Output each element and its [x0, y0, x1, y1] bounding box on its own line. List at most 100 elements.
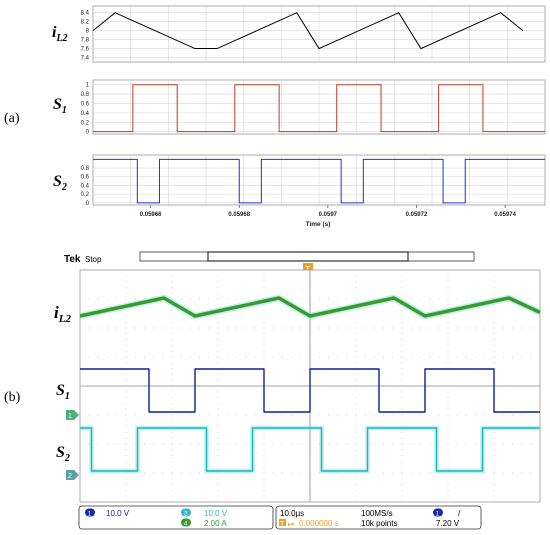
graticule-dot [392, 443, 394, 445]
graticule-dot [162, 414, 164, 416]
graticule-dot [180, 298, 182, 300]
graticule-dot [493, 281, 495, 283]
graticule-dot [465, 327, 467, 329]
graticule-dot [291, 356, 293, 358]
graticule-dot [355, 495, 357, 497]
y-tick-label: 0.4 [81, 183, 90, 189]
graticule-dot [355, 449, 357, 451]
graticule-dot [263, 437, 265, 439]
graticule-dot [355, 379, 357, 381]
panel-b-s1-axis-label: S1 [56, 382, 70, 402]
graticule-dot [493, 443, 495, 445]
graticule-dot [373, 414, 375, 416]
graticule-dot [484, 414, 486, 416]
graticule-dot [493, 420, 495, 422]
scope-brand: Tek [64, 254, 81, 265]
graticule-dot [401, 484, 403, 486]
graticule-dot [125, 443, 127, 445]
graticule-dot [373, 356, 375, 358]
graticule-dot [263, 344, 265, 346]
graticule-dot [97, 414, 99, 416]
graticule-dot [263, 275, 265, 277]
graticule-dot [171, 472, 173, 474]
graticule-dot [107, 414, 109, 416]
graticule-dot [171, 443, 173, 445]
graticule-dot [401, 321, 403, 323]
graticule-dot [107, 327, 109, 329]
svg-text:1: 1 [436, 511, 440, 518]
graticule-dot [493, 455, 495, 457]
graticule-dot [125, 344, 127, 346]
graticule-dot [355, 286, 357, 288]
graticule-dot [245, 298, 247, 300]
graticule-dot [401, 373, 403, 375]
graticule-dot [530, 298, 532, 300]
graticule-dot [465, 443, 467, 445]
graticule-dot [447, 402, 449, 404]
channel-2-marker: 2 [66, 470, 79, 480]
graticule-dot [263, 327, 265, 329]
graticule-dot [447, 449, 449, 451]
graticule-dot [180, 414, 182, 416]
graticule-dot [401, 455, 403, 457]
graticule-dot [245, 356, 247, 358]
graticule-dot [355, 443, 357, 445]
graticule-dot [493, 356, 495, 358]
graticule-dot [447, 356, 449, 358]
graticule-dot [493, 327, 495, 329]
graticule-dot [171, 431, 173, 433]
graticule-dot [263, 362, 265, 364]
graticule-dot [401, 437, 403, 439]
graticule-dot [355, 414, 357, 416]
y-tick-label: 0 [86, 130, 90, 136]
graticule-dot [171, 489, 173, 491]
graticule-dot [401, 466, 403, 468]
graticule-dot [217, 350, 219, 352]
graticule-dot [401, 472, 403, 474]
graticule-dot [208, 298, 210, 300]
graticule-dot [134, 356, 136, 358]
graticule-dot [502, 443, 504, 445]
graticule-dot [493, 472, 495, 474]
graticule-dot [355, 455, 357, 457]
graticule-dot [272, 356, 274, 358]
graticule-dot [401, 478, 403, 480]
graticule-dot [438, 356, 440, 358]
graticule-dot [447, 379, 449, 381]
graticule-dot [263, 333, 265, 335]
graticule-dot [373, 472, 375, 474]
graticule-dot [125, 298, 127, 300]
graticule-dot [401, 489, 403, 491]
graticule-dot [438, 327, 440, 329]
graticule-dot [263, 489, 265, 491]
graticule-dot [447, 344, 449, 346]
graticule-dot [502, 327, 504, 329]
graticule-dot [429, 298, 431, 300]
graticule-dot [392, 414, 394, 416]
graticule-dot [493, 484, 495, 486]
y-tick-label: 7.8 [81, 38, 90, 44]
graticule-dot [153, 327, 155, 329]
graticule-dot [456, 298, 458, 300]
graticule-dot [217, 321, 219, 323]
graticule-dot [263, 286, 265, 288]
graticule-dot [493, 310, 495, 312]
svg-text:iL2: iL2 [54, 303, 71, 325]
graticule-dot [410, 443, 412, 445]
graticule-dot [217, 315, 219, 317]
graticule-dot [217, 449, 219, 451]
graticule-dot [429, 356, 431, 358]
graticule-dot [355, 327, 357, 329]
graticule-dot [116, 414, 118, 416]
graticule-dot [217, 408, 219, 410]
graticule-dot [171, 350, 173, 352]
graticule-dot [447, 478, 449, 480]
graticule-dot [327, 327, 329, 329]
graticule-dot [199, 356, 201, 358]
graticule-dot [171, 356, 173, 358]
x-tick-label: 0.0597 [319, 212, 338, 218]
graticule-dot [447, 484, 449, 486]
graticule-dot [447, 373, 449, 375]
graticule-dot [447, 298, 449, 300]
graticule-dot [493, 489, 495, 491]
